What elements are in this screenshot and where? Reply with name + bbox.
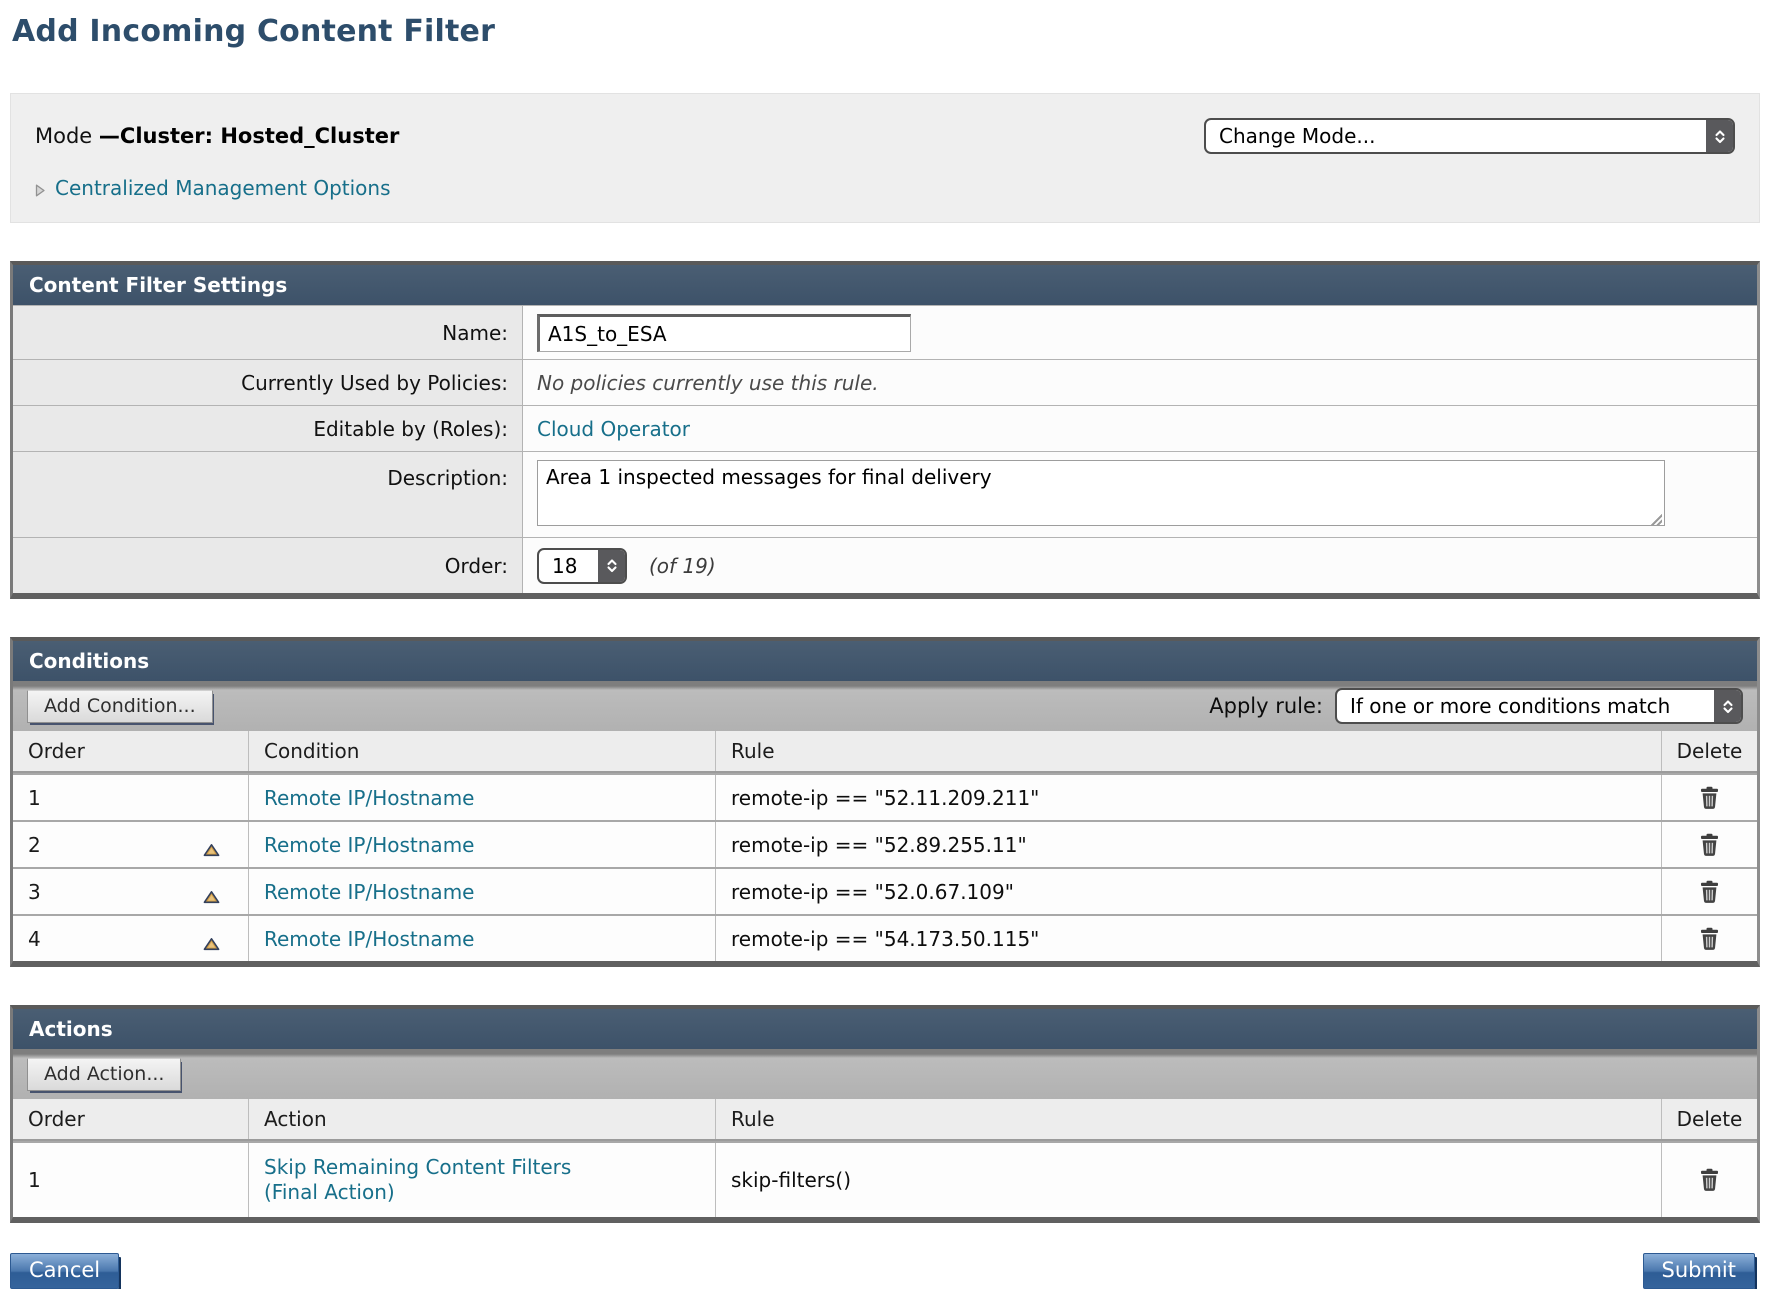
- delete-condition-button[interactable]: [1661, 822, 1757, 867]
- apply-rule-select[interactable]: If one or more conditions match: [1335, 688, 1743, 724]
- add-action-button[interactable]: Add Action...: [27, 1057, 182, 1091]
- trash-icon[interactable]: [1698, 926, 1721, 951]
- settings-row-description: Description: Area 1 inspected messages f…: [13, 451, 1757, 537]
- move-up-icon[interactable]: [203, 885, 220, 903]
- conditions-table-header: Order Condition Rule Delete: [13, 731, 1757, 773]
- condition-rule: remote-ip == "54.173.50.115": [715, 916, 1661, 961]
- delete-condition-button[interactable]: [1661, 775, 1757, 820]
- col-delete: Delete: [1661, 731, 1757, 771]
- action-rule: skip-filters(): [715, 1143, 1661, 1217]
- settings-row-policies: Currently Used by Policies: No policies …: [13, 359, 1757, 405]
- name-label: Name:: [13, 306, 523, 359]
- conditions-panel-header: Conditions: [13, 641, 1757, 681]
- actions-table-header: Order Action Rule Delete: [13, 1099, 1757, 1141]
- select-stepper-icon: [1714, 690, 1741, 722]
- content-filter-settings-panel: Content Filter Settings Name: Currently …: [10, 261, 1760, 599]
- footer: Cancel Submit: [10, 1253, 1760, 1289]
- select-stepper-icon: [598, 549, 625, 582]
- description-textarea[interactable]: Area 1 inspected messages for final deli…: [537, 460, 1665, 526]
- condition-order: 3: [28, 879, 41, 904]
- move-up-icon[interactable]: [203, 838, 220, 856]
- condition-order: 1: [28, 785, 41, 810]
- condition-link[interactable]: Remote IP/Hostname: [264, 879, 475, 904]
- col-condition: Condition: [248, 731, 715, 771]
- condition-row: 1 Remote IP/Hostname remote-ip == "52.11…: [13, 773, 1757, 820]
- cancel-button[interactable]: Cancel: [10, 1253, 120, 1289]
- condition-rule: remote-ip == "52.0.67.109": [715, 869, 1661, 914]
- name-input[interactable]: [537, 313, 911, 352]
- policies-label: Currently Used by Policies:: [13, 360, 523, 405]
- actions-toolbar: Add Action...: [13, 1049, 1757, 1099]
- trash-icon[interactable]: [1698, 785, 1721, 810]
- order-selected-value: 18: [552, 553, 578, 578]
- policies-value: No policies currently use this rule.: [537, 370, 879, 395]
- actions-panel: Actions Add Action... Order Action Rule …: [10, 1005, 1760, 1223]
- condition-rule: remote-ip == "52.89.255.11": [715, 822, 1661, 867]
- trash-icon[interactable]: [1698, 1168, 1721, 1192]
- apply-rule-selected-value: If one or more conditions match: [1350, 694, 1671, 718]
- condition-row: 2 Remote IP/Hostname remote-ip == "52.89…: [13, 820, 1757, 867]
- col-rule: Rule: [715, 1099, 1661, 1139]
- cloud-operator-link[interactable]: Cloud Operator: [537, 416, 691, 441]
- settings-row-name: Name:: [13, 305, 1757, 359]
- description-label: Description:: [13, 452, 523, 537]
- centralized-management-options-link[interactable]: Centralized Management Options: [55, 176, 391, 200]
- delete-condition-button[interactable]: [1661, 916, 1757, 961]
- conditions-panel: Conditions Add Condition... Apply rule: …: [10, 637, 1760, 967]
- mode-box: Mode —Cluster: Hosted_Cluster Change Mod…: [10, 93, 1760, 223]
- page-title: Add Incoming Content Filter: [12, 14, 496, 49]
- condition-order: 2: [28, 832, 41, 857]
- select-stepper-icon: [1706, 120, 1733, 152]
- order-total: (of 19): [649, 553, 716, 578]
- col-order: Order: [28, 739, 85, 763]
- action-row: 1 Skip Remaining Content Filters (Final …: [13, 1141, 1757, 1217]
- mode-value: Cluster: Hosted_Cluster: [119, 124, 400, 148]
- condition-row: 4 Remote IP/Hostname remote-ip == "54.17…: [13, 914, 1757, 961]
- action-order: 1: [28, 1168, 41, 1192]
- mode-text: Mode —Cluster: Hosted_Cluster: [35, 124, 399, 148]
- delete-condition-button[interactable]: [1661, 869, 1757, 914]
- order-label: Order:: [13, 538, 523, 593]
- mode-label: Mode: [35, 124, 99, 148]
- mode-dash: —: [98, 124, 120, 148]
- settings-row-editable: Editable by (Roles): Cloud Operator: [13, 405, 1757, 451]
- condition-link[interactable]: Remote IP/Hostname: [264, 832, 475, 857]
- condition-link[interactable]: Remote IP/Hostname: [264, 926, 475, 951]
- col-action: Action: [248, 1099, 715, 1139]
- submit-button[interactable]: Submit: [1642, 1253, 1755, 1289]
- actions-panel-header: Actions: [13, 1009, 1757, 1049]
- delete-action-button[interactable]: [1661, 1143, 1757, 1217]
- add-condition-button[interactable]: Add Condition...: [27, 689, 213, 723]
- condition-rule: remote-ip == "52.11.209.211": [715, 775, 1661, 820]
- action-link[interactable]: Skip Remaining Content Filters (Final Ac…: [264, 1155, 572, 1204]
- editable-label: Editable by (Roles):: [13, 406, 523, 451]
- col-rule: Rule: [715, 731, 1661, 771]
- trash-icon[interactable]: [1698, 832, 1721, 857]
- change-mode-selected-value: Change Mode...: [1219, 124, 1376, 148]
- move-up-icon[interactable]: [203, 932, 220, 950]
- trash-icon[interactable]: [1698, 879, 1721, 904]
- apply-rule-label: Apply rule:: [1209, 694, 1323, 718]
- conditions-toolbar: Add Condition... Apply rule: If one or m…: [13, 681, 1757, 731]
- condition-row: 3 Remote IP/Hostname remote-ip == "52.0.…: [13, 867, 1757, 914]
- col-order: Order: [28, 1107, 85, 1131]
- col-delete: Delete: [1661, 1099, 1757, 1139]
- change-mode-select[interactable]: Change Mode...: [1204, 118, 1735, 154]
- settings-panel-header: Content Filter Settings: [13, 265, 1757, 305]
- settings-row-order: Order: 18 (of 19): [13, 537, 1757, 593]
- order-select[interactable]: 18: [537, 547, 627, 584]
- condition-order: 4: [28, 926, 41, 951]
- disclosure-triangle-icon[interactable]: [35, 182, 46, 196]
- condition-link[interactable]: Remote IP/Hostname: [264, 785, 475, 810]
